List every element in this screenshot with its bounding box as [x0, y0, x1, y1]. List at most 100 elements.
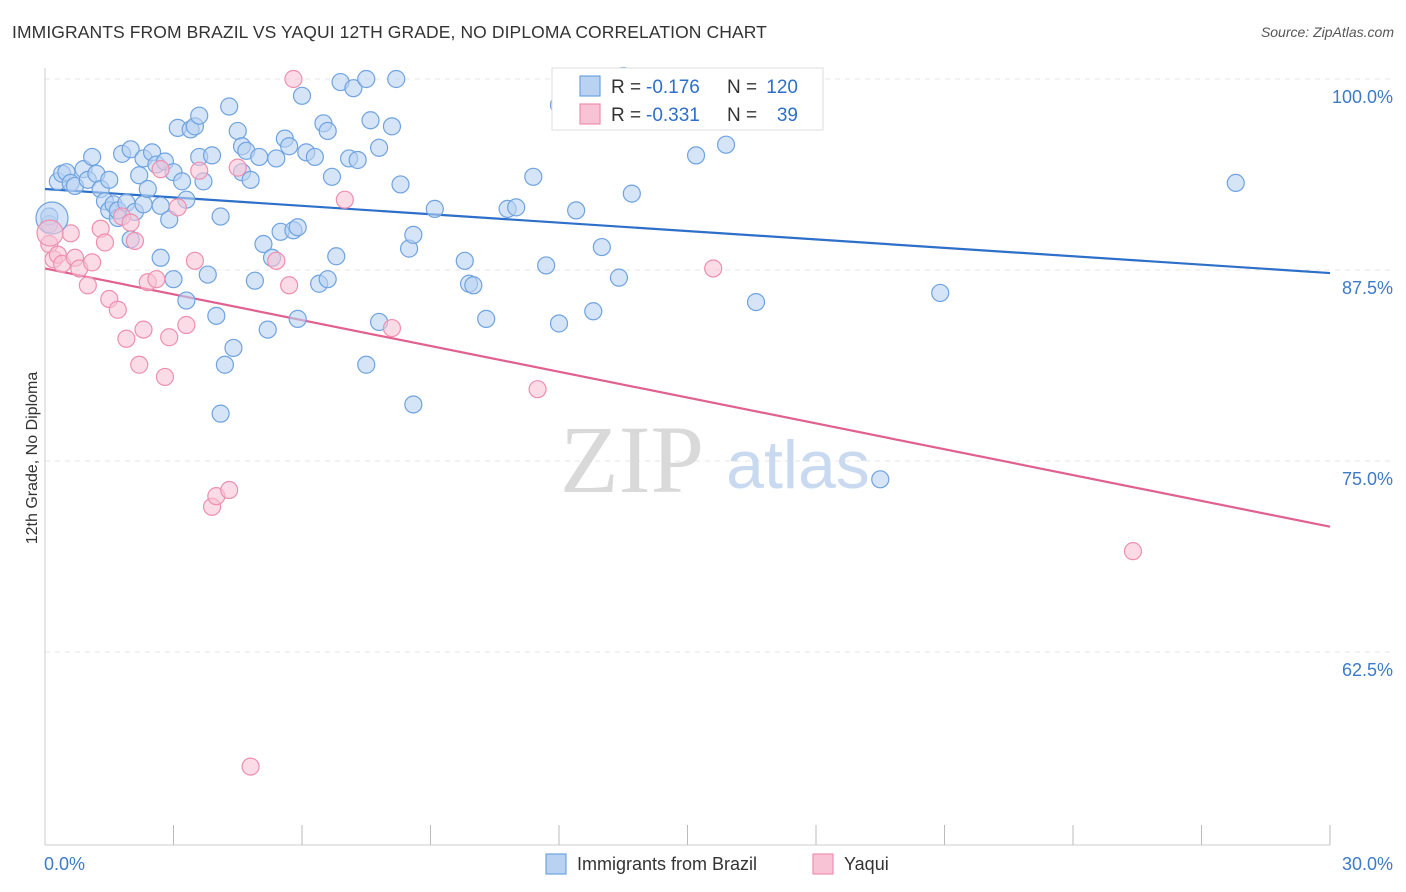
point-yaqui [83, 253, 102, 272]
point-brazil [425, 199, 444, 218]
legend-n-value-yaqui: 39 [777, 105, 798, 126]
point-brazil [686, 146, 706, 165]
legend-r-label: R = [611, 105, 641, 126]
watermark-zip: ZIP [560, 406, 704, 513]
y-tick-label: 62.5% [1342, 660, 1393, 680]
point-brazil [361, 111, 380, 130]
legend-r-value-yaqui: -0.331 [646, 105, 700, 126]
point-brazil [507, 198, 526, 217]
point-brazil [211, 404, 230, 423]
point-yaqui-large [36, 219, 64, 247]
legend-n-value-brazil: 120 [766, 77, 798, 98]
x-tick-label: 0.0% [44, 854, 85, 874]
point-brazil [202, 146, 222, 165]
watermark-atlas: atlas [726, 427, 870, 503]
point-brazil [1226, 173, 1245, 193]
watermark: ZIP atlas [560, 406, 870, 513]
point-brazil [344, 79, 363, 98]
legend-swatch-brazil [579, 75, 601, 97]
point-brazil [370, 138, 389, 157]
y-tick-label: 87.5% [1342, 278, 1393, 298]
point-yaqui [220, 480, 239, 500]
point-brazil [318, 121, 337, 141]
legend-swatch-yaqui [579, 103, 601, 125]
point-brazil [464, 276, 483, 295]
trend-lines [44, 187, 1331, 528]
point-brazil [404, 225, 423, 244]
point-brazil [592, 237, 611, 257]
point-brazil [288, 218, 307, 237]
x-tick-label: 30.0% [1342, 854, 1393, 874]
point-brazil [357, 69, 376, 89]
point-brazil [198, 265, 217, 284]
point-brazil [567, 201, 586, 220]
chart-title: IMMIGRANTS FROM BRAZIL VS YAQUI 12TH GRA… [12, 22, 767, 42]
point-brazil [584, 302, 603, 321]
legend-r-label: R = [611, 77, 641, 98]
point-yaqui [185, 251, 205, 270]
point-brazil [288, 309, 307, 328]
point-brazil [477, 309, 496, 328]
bottom-legend-label-brazil: Immigrants from Brazil [577, 854, 757, 874]
point-brazil [609, 268, 629, 287]
point-yaqui [382, 318, 402, 338]
point-brazil [327, 247, 346, 266]
source-label: Source: ZipAtlas.com [1260, 24, 1394, 40]
legend-r-value-brazil: -0.176 [646, 77, 700, 98]
point-brazil [220, 97, 239, 116]
point-brazil [211, 207, 230, 226]
point-yaqui [155, 367, 175, 387]
bottom-legend-swatch-yaqui [812, 853, 834, 875]
trend-line-brazil [44, 187, 1331, 275]
point-brazil [382, 117, 402, 136]
point-brazil [455, 251, 474, 270]
point-brazil [537, 256, 556, 275]
point-yaqui [108, 300, 127, 319]
point-yaqui [704, 259, 723, 278]
point-brazil [549, 314, 569, 333]
trend-line-yaqui [44, 267, 1331, 528]
y-tick-label: 100.0% [1332, 87, 1393, 107]
legend-n-label: N = [727, 105, 757, 126]
point-brazil [746, 292, 766, 312]
point-brazil [172, 172, 192, 191]
point-yaqui [228, 158, 247, 177]
point-brazil [716, 135, 736, 154]
legend: R = -0.176 N = 120 R = -0.331 N = 39 [551, 67, 824, 131]
point-brazil [387, 69, 406, 89]
point-brazil [357, 355, 376, 374]
point-brazil [121, 140, 140, 159]
point-brazil [305, 147, 324, 167]
point-yaqui [78, 276, 97, 295]
point-brazil [164, 270, 183, 289]
point-brazil [318, 270, 337, 289]
bottom-legend-label-yaqui: Yaqui [844, 854, 889, 874]
point-brazil [931, 283, 950, 303]
point-brazil [348, 150, 367, 170]
point-yaqui [241, 757, 260, 776]
point-brazil [100, 170, 119, 189]
point-yaqui [1123, 542, 1143, 561]
point-brazil [224, 338, 243, 358]
point-brazil [622, 184, 641, 203]
point-yaqui [177, 315, 196, 335]
point-brazil [280, 137, 299, 156]
bottom-legend: Immigrants from Brazil Yaqui [545, 853, 889, 875]
point-brazil [258, 320, 277, 339]
point-brazil [404, 395, 423, 414]
legend-n-label: N = [727, 77, 757, 98]
point-brazil [207, 306, 226, 325]
point-brazil [322, 167, 342, 186]
point-brazil [871, 470, 890, 489]
point-yaqui [267, 251, 286, 270]
point-yaqui [130, 355, 149, 374]
tick-labels: 100.0% 87.5% 75.0% 62.5% 0.0% 30.0% [44, 87, 1393, 874]
data-points [35, 66, 1245, 776]
point-yaqui [125, 231, 145, 251]
y-tick-label: 75.0% [1342, 469, 1393, 489]
axes [44, 68, 1331, 846]
point-yaqui [134, 320, 153, 339]
point-brazil [267, 149, 286, 168]
point-yaqui [190, 161, 209, 180]
bottom-legend-swatch-brazil [545, 853, 567, 875]
